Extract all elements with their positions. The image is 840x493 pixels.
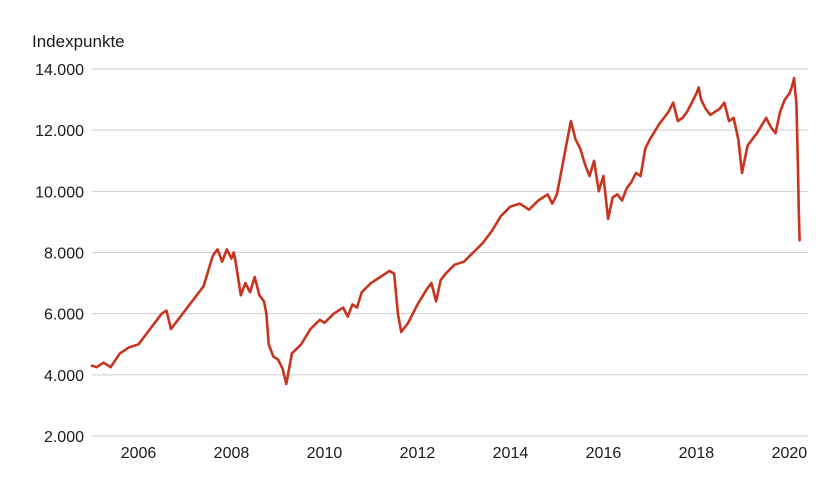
x-tick-label: 2014 (493, 445, 529, 462)
x-tick-label: 2016 (586, 445, 622, 462)
y-tick-label: 2.000 (44, 429, 84, 446)
y-axis-label: Indexpunkte (32, 32, 125, 51)
x-tick-label: 2018 (679, 445, 715, 462)
x-tick-label: 2008 (214, 445, 250, 462)
y-tick-label: 8.000 (44, 246, 84, 263)
y-tick-label: 10.000 (35, 184, 84, 201)
x-tick-label: 2006 (121, 445, 157, 462)
y-tick-label: 4.000 (44, 368, 84, 385)
x-tick-label: 2020 (772, 445, 808, 462)
y-tick-label: 14.000 (35, 62, 84, 79)
y-tick-labels: 2.000 4.000 6.000 8.000 10.000 12.000 14.000 (35, 62, 84, 446)
y-tick-label: 12.000 (35, 123, 84, 140)
x-tick-label: 2010 (307, 445, 343, 462)
grid-lines (92, 68, 808, 437)
x-tick-label: 2012 (400, 445, 436, 462)
series-line (90, 76, 801, 386)
series-group (90, 76, 801, 386)
x-tick-labels: 2006 2008 2010 2012 2014 2016 2018 2020 (121, 445, 808, 462)
y-tick-label: 6.000 (44, 307, 84, 324)
